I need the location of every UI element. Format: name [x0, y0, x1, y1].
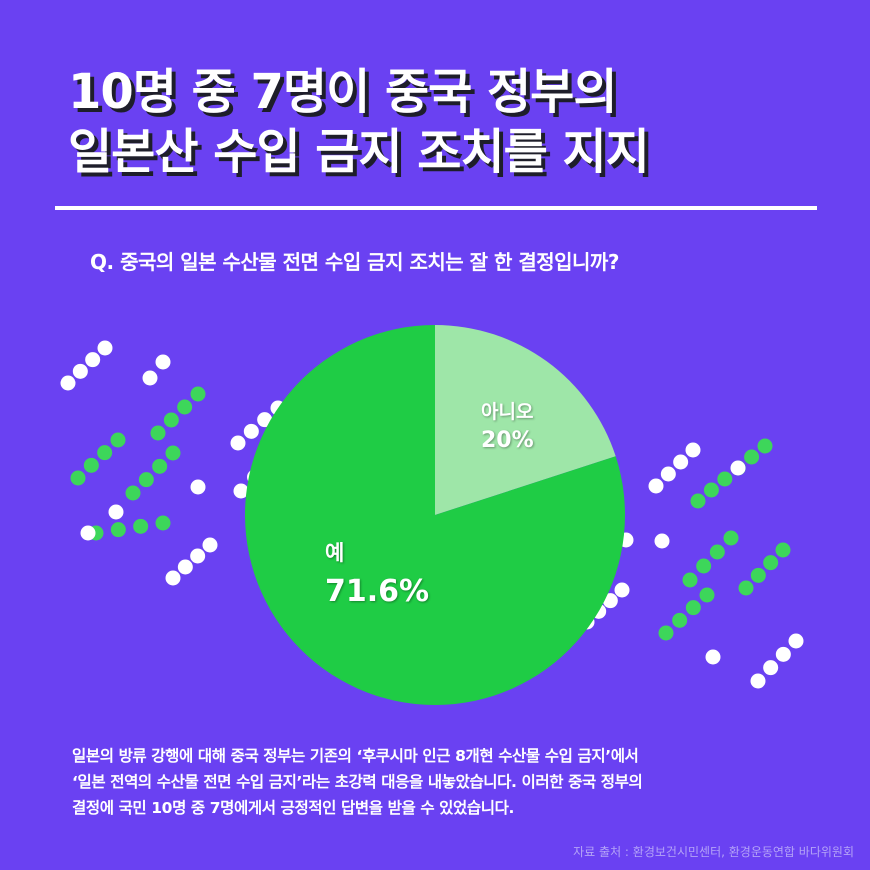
decor-dot [699, 587, 715, 603]
decor-dot [673, 454, 689, 470]
decor-dot [738, 580, 754, 596]
decor-dot [155, 515, 171, 531]
decor-dot [72, 363, 88, 379]
decor-dot [85, 352, 101, 368]
decor-dot [70, 470, 86, 486]
pie-slice-no [435, 325, 616, 515]
decor-dot [233, 483, 249, 499]
decor-dot [83, 457, 99, 473]
decor-dot [717, 471, 733, 487]
decor-dot [775, 542, 791, 558]
decor-dot [60, 375, 76, 391]
decor-dot [110, 432, 126, 448]
decor-dot [763, 555, 779, 571]
decor-dot [257, 412, 273, 428]
decor-dot [705, 649, 721, 665]
decor-dot [142, 370, 158, 386]
decor-dot [243, 423, 259, 439]
decor-dot [165, 445, 181, 461]
decor-dot [190, 479, 206, 495]
decor-dot [125, 485, 141, 501]
decor-dot [763, 660, 779, 676]
decor-dot [133, 518, 149, 534]
decor-dot [703, 482, 719, 498]
decor-dot [654, 533, 670, 549]
decor-dot [177, 399, 193, 415]
decor-dot [757, 438, 773, 454]
decor-dot [685, 600, 701, 616]
decor-dot [660, 466, 676, 482]
decor-dot [672, 612, 688, 628]
slice-label-no-category: 아니오 [481, 401, 534, 423]
decor-dot [177, 559, 193, 575]
headline-line-1: 10명 중 7명이 중국 정부의 [68, 64, 617, 120]
body-line-3: 결정에 국민 10명 중 7명에게서 긍정적인 답변을 받을 수 있었습니다. [72, 799, 514, 817]
decor-dot [750, 567, 766, 583]
pie-slice-yes [245, 325, 626, 705]
slice-label-no-value: 20% [481, 428, 534, 453]
body-paragraph: 일본의 방류 강행에 대해 중국 정부는 기존의 ‘후쿠시마 인근 8개현 수산… [72, 743, 832, 821]
headline: 10명 중 7명이 중국 정부의 일본산 수입 금지 조치를 지지 [68, 62, 650, 182]
decor-dot [614, 582, 630, 598]
body-line-2: ‘일본 전역의 수산물 전면 수입 금지’라는 초강력 대응을 내놓았습니다. … [72, 773, 643, 791]
decor-dot [190, 386, 206, 402]
decor-dot [202, 537, 218, 553]
decor-dot [788, 633, 804, 649]
decor-dot [190, 548, 206, 564]
headline-line-2: 일본산 수입 금지 조치를 지지 [68, 124, 650, 180]
decor-dot [165, 570, 181, 586]
divider [55, 206, 817, 210]
body-line-1: 일본의 방류 강행에 대해 중국 정부는 기존의 ‘후쿠시마 인근 8개현 수산… [72, 747, 639, 765]
slice-label-yes-value: 71.6% [325, 574, 430, 609]
decor-dot [648, 478, 664, 494]
decor-dot [97, 340, 113, 356]
survey-question: Q. 중국의 일본 수산물 전면 수입 금지 조치는 잘 한 결정입니까? [90, 250, 619, 274]
decor-dot [658, 625, 674, 641]
decor-dot [602, 593, 618, 609]
decor-dot [775, 646, 791, 662]
decor-dot [163, 412, 179, 428]
decor-dot [80, 525, 96, 541]
decor-dot [110, 522, 126, 538]
decor-dot [108, 504, 124, 520]
decor-dot [730, 460, 746, 476]
decor-dot [230, 435, 246, 451]
decor-dot [750, 673, 766, 689]
source-note: 자료 출처 : 환경보건시민센터, 환경운동연합 바다위원회 [573, 845, 854, 859]
decor-dot [690, 493, 706, 509]
pie-chart [245, 325, 626, 705]
decor-dot [138, 472, 154, 488]
decor-dot [152, 458, 168, 474]
decor-dot [682, 572, 698, 588]
decor-dot [723, 530, 739, 546]
decor-dot [97, 445, 113, 461]
decor-dot [709, 544, 725, 560]
decor-dot [155, 354, 171, 370]
decor-dot [150, 425, 166, 441]
slice-label-yes-category: 예 [325, 541, 345, 565]
decor-dot [696, 558, 712, 574]
decor-dot [685, 442, 701, 458]
decor-dot [744, 449, 760, 465]
